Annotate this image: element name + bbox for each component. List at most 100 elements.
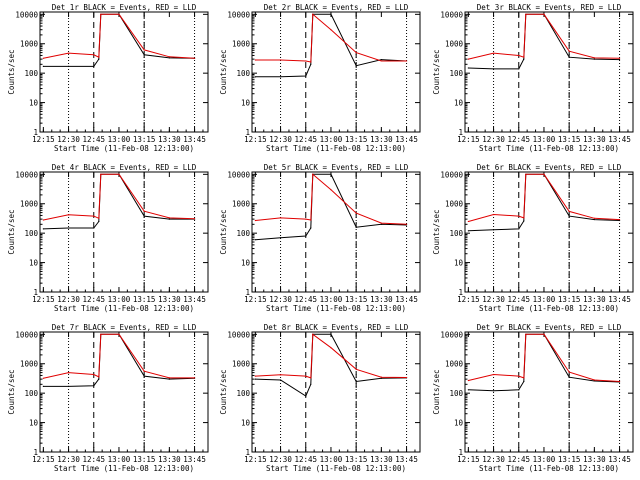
x-tick-label: 13:00: [320, 295, 343, 304]
data-point: [42, 57, 44, 59]
data-point: [593, 57, 595, 59]
data-point: [168, 56, 170, 58]
x-tick-label: 12:15: [32, 295, 55, 304]
x-tick-label: 13:15: [133, 295, 156, 304]
data-point: [193, 377, 196, 379]
data-point: [98, 217, 100, 219]
events-series-line: [255, 333, 407, 397]
events-series-line: [43, 333, 195, 387]
y-tick-label: 1000: [445, 40, 464, 49]
data-point: [98, 376, 100, 378]
data-point: [168, 217, 170, 219]
y-tick-label: 10: [241, 259, 251, 268]
events-series-line: [468, 333, 620, 392]
data-point: [355, 212, 357, 214]
data-point: [568, 50, 570, 52]
data-point: [279, 59, 282, 61]
data-point: [330, 189, 332, 191]
data-point: [100, 173, 102, 175]
data-point: [100, 13, 102, 15]
data-point: [380, 58, 382, 61]
data-point: [254, 375, 256, 377]
data-point: [618, 58, 621, 61]
data-point: [523, 220, 525, 222]
detector-panel-2: 1 10 100 1000 10000 12:15 12:30 12:45 13:00 13:15…: [219, 3, 421, 153]
y-axis-label: Counts/sec: [432, 369, 441, 414]
detector-panel-3: 1 10 100 1000 10000 12:15 12:30 12:45 13:00 13:15…: [432, 3, 634, 153]
x-tick-label: 13:15: [133, 455, 156, 464]
data-point: [93, 227, 95, 229]
data-point: [168, 378, 170, 380]
data-point: [523, 217, 525, 219]
data-point: [593, 58, 595, 60]
data-point: [143, 370, 145, 372]
y-tick-label: 100: [24, 229, 38, 238]
x-tick-label: 13:15: [345, 455, 368, 464]
y-tick-label: 1: [245, 128, 250, 137]
data-point: [618, 218, 621, 221]
y-tick-label: 1000: [20, 40, 39, 49]
y-tick-label: 1: [33, 288, 38, 297]
x-tick-label: 13:45: [395, 295, 418, 304]
y-tick-label: 100: [236, 229, 250, 238]
data-point: [525, 173, 527, 175]
x-axis-label: Start Time (11-Feb-08 12:13:00): [54, 304, 194, 313]
x-tick-label: 12:45: [294, 295, 317, 304]
data-point: [330, 13, 332, 15]
data-point: [118, 333, 120, 335]
data-point: [310, 219, 312, 221]
y-tick-label: 1000: [20, 360, 39, 369]
data-point: [93, 54, 95, 56]
data-point: [67, 52, 70, 54]
data-point: [42, 377, 44, 379]
data-point: [380, 60, 382, 62]
x-tick-label: 13:00: [320, 135, 343, 144]
data-point: [523, 380, 525, 383]
y-tick-label: 1: [245, 288, 250, 297]
x-tick-label: 13:30: [583, 295, 606, 304]
lld-series-line: [43, 173, 195, 221]
data-point: [593, 380, 595, 382]
data-point: [93, 65, 95, 67]
lld-series-line: [468, 173, 620, 222]
x-tick-label: 13:00: [320, 455, 343, 464]
data-point: [168, 218, 170, 220]
lld-series-line: [468, 13, 620, 60]
x-tick-label: 12:15: [244, 135, 267, 144]
panel-title: Det 9r BLACK = Events, RED = LLD: [477, 323, 622, 332]
data-point: [98, 220, 100, 223]
x-axis-label: Start Time (11-Feb-08 12:13:00): [54, 144, 194, 153]
data-point: [523, 56, 525, 58]
data-point: [168, 377, 170, 379]
detector-panel-9: 1 10 100 1000 10000 12:15 12:30 12:45 13:00 13:15…: [432, 323, 634, 473]
data-point: [310, 61, 312, 63]
plot-frame: [251, 11, 421, 133]
x-tick-label: 12:45: [82, 295, 105, 304]
data-point: [312, 173, 314, 175]
data-point: [143, 375, 145, 377]
x-axis-label: Start Time (11-Feb-08 12:13:00): [54, 464, 194, 473]
data-point: [42, 219, 44, 221]
y-axis-label: Counts/sec: [432, 49, 441, 94]
x-tick-label: 13:30: [158, 295, 181, 304]
data-point: [380, 222, 382, 224]
plot-frame: [464, 331, 634, 453]
y-tick-label: 10000: [227, 170, 250, 179]
data-point: [279, 237, 282, 239]
data-point: [593, 379, 595, 381]
data-point: [67, 214, 70, 216]
plot-frame: [464, 11, 634, 133]
data-point: [492, 68, 495, 70]
y-tick-label: 10: [29, 259, 39, 268]
x-tick-label: 13:15: [558, 295, 581, 304]
data-point: [330, 347, 332, 349]
x-tick-label: 12:30: [482, 135, 505, 144]
data-point: [118, 173, 120, 175]
lld-series-line: [43, 13, 195, 59]
y-tick-label: 1000: [232, 360, 251, 369]
data-point: [355, 65, 357, 67]
y-tick-label: 100: [24, 389, 38, 398]
y-tick-label: 100: [449, 229, 463, 238]
data-point: [492, 229, 495, 231]
